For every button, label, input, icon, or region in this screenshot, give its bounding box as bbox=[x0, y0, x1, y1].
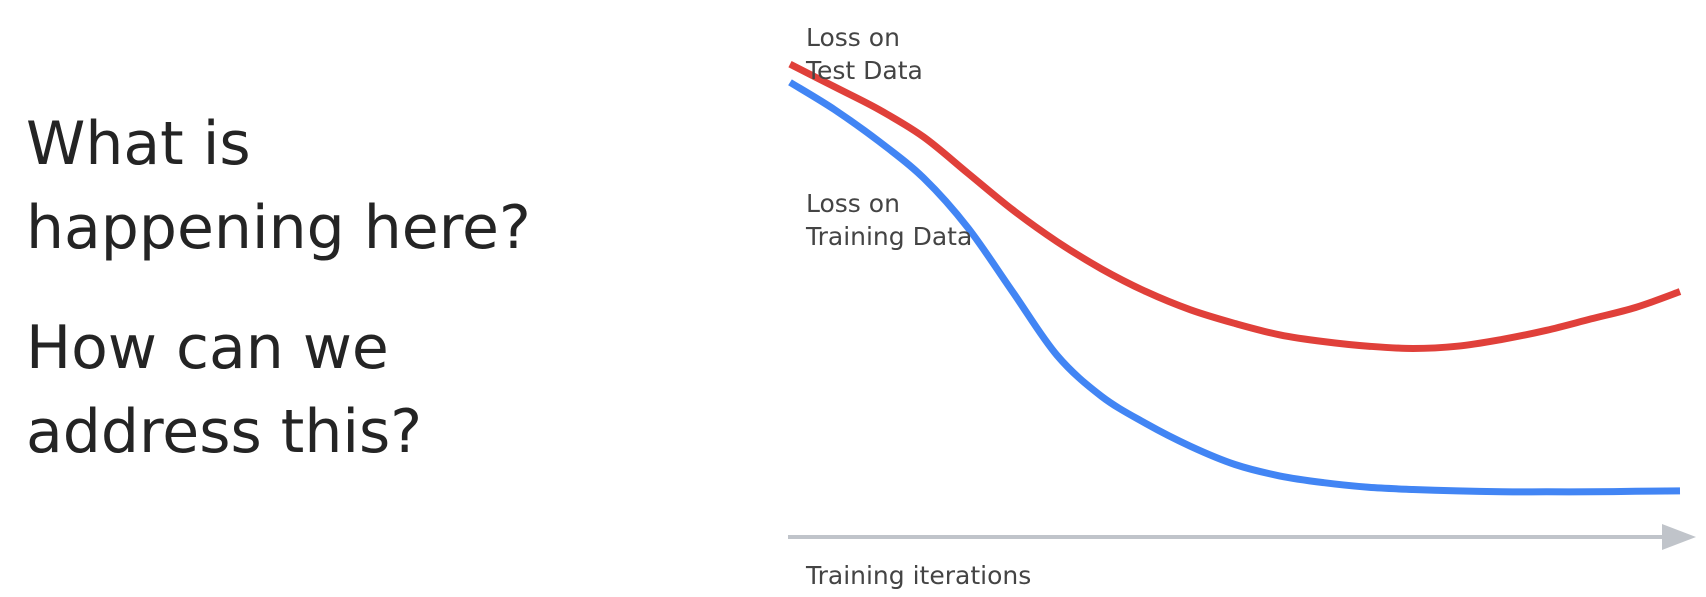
question-1-line-1: What is bbox=[26, 109, 251, 179]
training-data-label-line-2: Training Data bbox=[805, 222, 972, 251]
training-data-label-line-1: Loss on bbox=[806, 189, 900, 218]
question-2-line-2: address this? bbox=[26, 397, 423, 467]
question-1-line-2: happening here? bbox=[26, 193, 531, 263]
test-data-label-line-2: Test Data bbox=[805, 56, 923, 85]
training-loss-line bbox=[788, 79, 1681, 496]
chart-labels: Loss on Test Data Loss on Training Data Trai… bbox=[805, 23, 1031, 590]
x-axis bbox=[788, 524, 1696, 550]
x-axis-label: Training iterations bbox=[805, 561, 1031, 590]
series-lines bbox=[788, 60, 1682, 496]
test-loss-line bbox=[788, 60, 1682, 352]
test-data-label-line-1: Loss on bbox=[806, 23, 900, 52]
x-axis-arrow bbox=[1662, 524, 1696, 550]
question-2-line-1: How can we bbox=[26, 313, 389, 383]
